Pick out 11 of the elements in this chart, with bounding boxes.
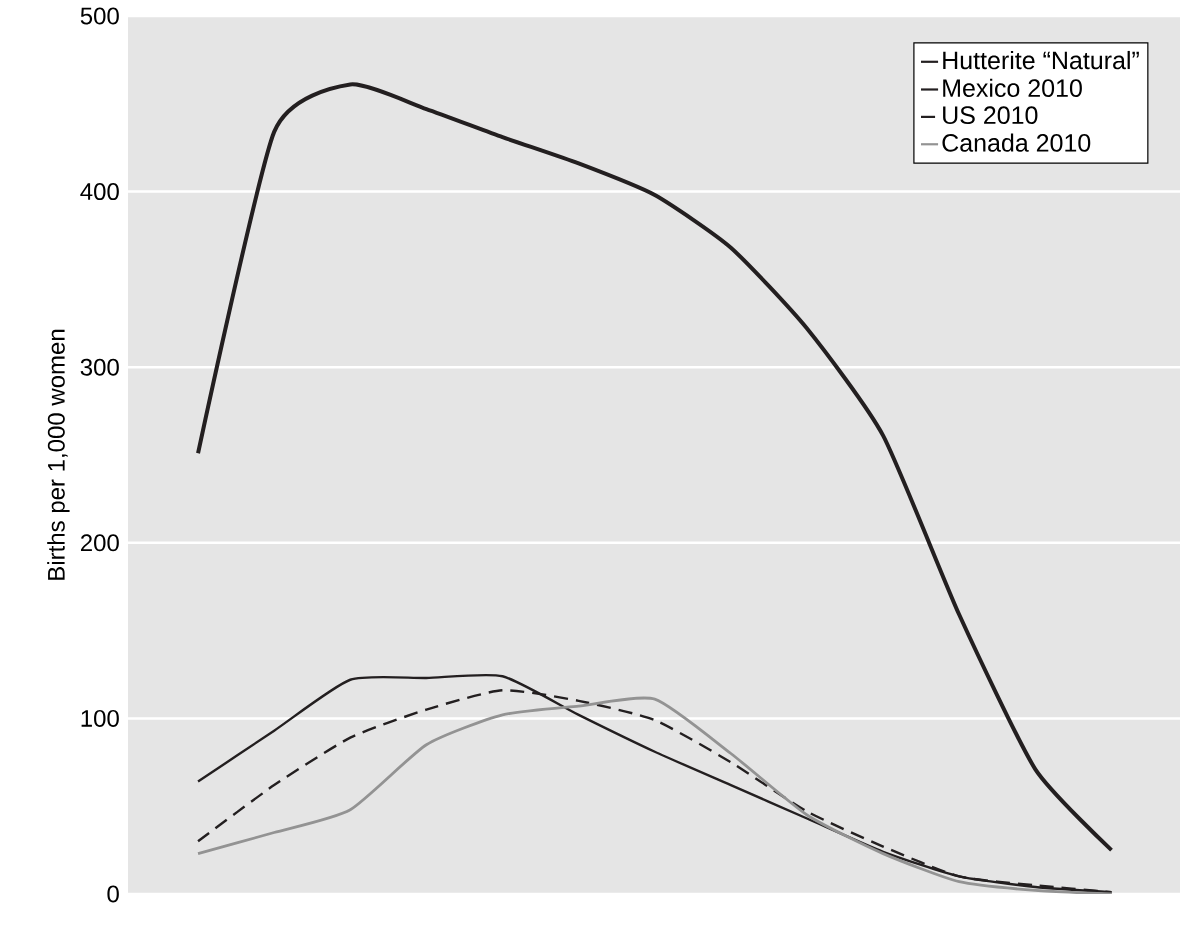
legend-label: US 2010 — [943, 106, 1038, 125]
y-tick-label: 0 — [107, 885, 119, 903]
y-tick-label: 100 — [81, 709, 119, 727]
legend-label: Mexico 2010 — [943, 78, 1082, 98]
y-tick-label: 500 — [80, 7, 119, 25]
y-axis-title: Births per 1,000 women — [47, 329, 70, 580]
legend-label: Hutterite “Natural” — [943, 50, 1139, 70]
legend-label: Canada 2010 — [942, 133, 1091, 152]
y-tick-label: 300 — [80, 358, 119, 376]
y-tick-label: 200 — [80, 534, 119, 552]
y-tick-label: 400 — [80, 183, 119, 201]
